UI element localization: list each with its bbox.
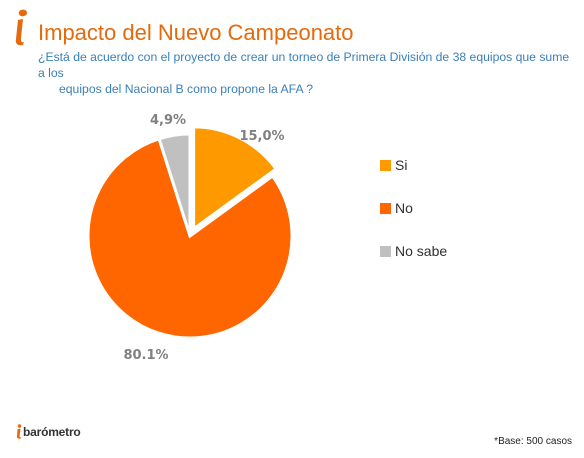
slice-label-si: 15,0% (239, 129, 284, 144)
brand-i-logo-icon (15, 9, 27, 46)
legend-label-no: No (395, 200, 413, 216)
pie-slice-no-sabe (157, 132, 192, 237)
legend-item-no-sabe: No sabe (380, 241, 447, 261)
chart-subtitle: ¿Está de acuerdo con el proyecto de crea… (38, 49, 578, 97)
slice-label-no-sabe: 4,9% (150, 113, 186, 128)
barometro-logo: barómetro (15, 424, 81, 439)
legend-swatch-no-sabe (380, 245, 391, 257)
slice-label-no: 80.1% (123, 348, 168, 363)
subtitle-line-1: ¿Está de acuerdo con el proyecto de crea… (38, 50, 570, 80)
chart-title: Impacto del Nuevo Campeonato (38, 20, 354, 45)
barometro-logo-text: barómetro (23, 425, 81, 439)
subtitle-line-2: equipos del Nacional B como propone la A… (59, 82, 314, 96)
pie-slice-no (86, 136, 294, 340)
barometro-i-icon (16, 424, 22, 439)
legend-item-no: No (380, 198, 447, 218)
legend-label-no-sabe: No sabe (395, 243, 448, 259)
legend-swatch-si (380, 159, 391, 171)
chart-legend: Si No No sabe (380, 155, 447, 284)
legend-swatch-no (380, 202, 391, 214)
legend-item-si: Si (380, 155, 447, 175)
base-note: *Base: 500 casos (494, 436, 572, 447)
legend-label-si: Si (395, 157, 408, 173)
pie-slice-si (192, 125, 279, 232)
